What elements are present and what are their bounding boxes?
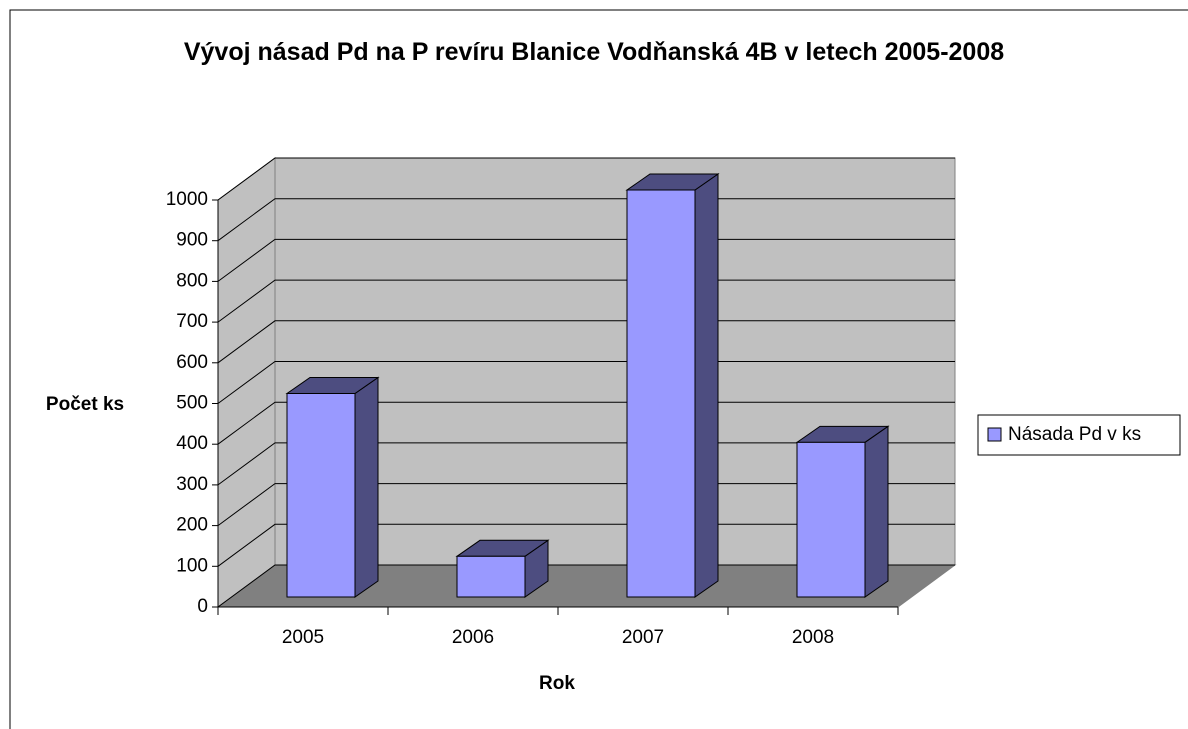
chart-title: Vývoj násad Pd na P revíru Blanice Vodňa… bbox=[183, 38, 1005, 66]
y-tick-label: 500 bbox=[176, 393, 208, 414]
chart-frame bbox=[9, 9, 1188, 729]
x-axis-title: Rok bbox=[539, 673, 575, 694]
grid-line bbox=[217, 238, 955, 282]
grid-line bbox=[217, 523, 955, 567]
x-tick-label: 2007 bbox=[622, 627, 664, 648]
bar bbox=[286, 393, 356, 598]
y-tick-label: 600 bbox=[176, 352, 208, 373]
grid-line bbox=[217, 157, 955, 201]
legend-box bbox=[977, 414, 1181, 456]
y-tick-label: 200 bbox=[176, 515, 208, 536]
grid-line bbox=[217, 564, 955, 608]
y-tick-label: 900 bbox=[176, 230, 208, 251]
x-tick-label: 2006 bbox=[452, 627, 494, 648]
grid-line bbox=[217, 401, 955, 445]
legend-swatch bbox=[987, 427, 1002, 442]
bar bbox=[456, 555, 526, 598]
y-tick-label: 100 bbox=[176, 555, 208, 576]
y-axis-title: Počet ks bbox=[46, 394, 124, 415]
bar-side bbox=[694, 173, 719, 598]
y-tick-label: 800 bbox=[176, 270, 208, 291]
grid-line bbox=[217, 442, 955, 486]
bar-side bbox=[864, 425, 889, 598]
grid-line bbox=[217, 198, 955, 242]
y-tick-label: 700 bbox=[176, 311, 208, 332]
x-tick-label: 2005 bbox=[282, 627, 324, 648]
bar bbox=[796, 441, 866, 598]
y-tick-label: 400 bbox=[176, 433, 208, 454]
y-tick-label: 0 bbox=[197, 596, 208, 617]
bar-side bbox=[354, 376, 379, 598]
grid-line bbox=[217, 279, 955, 323]
legend-label: Násada Pd v ks bbox=[1008, 424, 1141, 445]
grid-line bbox=[217, 483, 955, 527]
x-tick-label: 2008 bbox=[792, 627, 834, 648]
y-tick-label: 300 bbox=[176, 474, 208, 495]
grid-line bbox=[217, 361, 955, 404]
y-tick-label: 1000 bbox=[166, 189, 208, 210]
grid-line bbox=[217, 320, 955, 364]
bar bbox=[626, 189, 696, 598]
